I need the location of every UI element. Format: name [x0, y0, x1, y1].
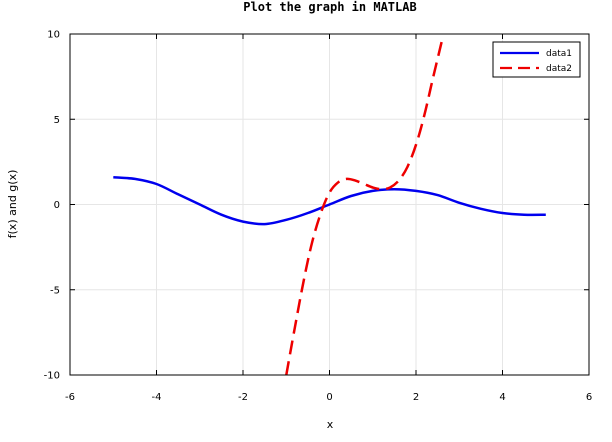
y-tick-label: 0: [54, 200, 60, 211]
x-tick-label: -2: [238, 392, 248, 403]
y-tick-label: -10: [44, 371, 60, 382]
y-tick-label: -5: [50, 285, 60, 296]
y-tick-label: 5: [54, 115, 60, 126]
series-layer: [113, 40, 546, 376]
chart-title: Plot the graph in MATLAB: [243, 0, 416, 14]
x-tick-label: -4: [152, 392, 162, 403]
legend-box: [492, 41, 581, 78]
y-tick-label: 10: [47, 30, 60, 41]
y-axis-label: f(x) and g(x): [6, 170, 19, 239]
x-tick-label: -6: [65, 392, 75, 403]
x-tick-label: 6: [586, 392, 592, 403]
x-axis-label: x: [327, 418, 334, 431]
x-tick-labels: -6 -4 -2 0 2 4 6: [65, 392, 592, 403]
series-line-data2: [285, 40, 444, 376]
plot-area: [69, 33, 590, 376]
y-tick-labels: -10 -5 0 5 10: [44, 30, 60, 382]
x-tick-label: 0: [326, 392, 332, 403]
x-tick-label: 4: [499, 392, 505, 403]
x-tick-label: 2: [413, 392, 419, 403]
legend-label-data1: data1: [546, 49, 572, 59]
ticks: [69, 33, 590, 376]
series-line-data1: [113, 175, 546, 226]
legend: data1 data2: [492, 41, 581, 78]
legend-label-data2: data2: [546, 64, 572, 74]
